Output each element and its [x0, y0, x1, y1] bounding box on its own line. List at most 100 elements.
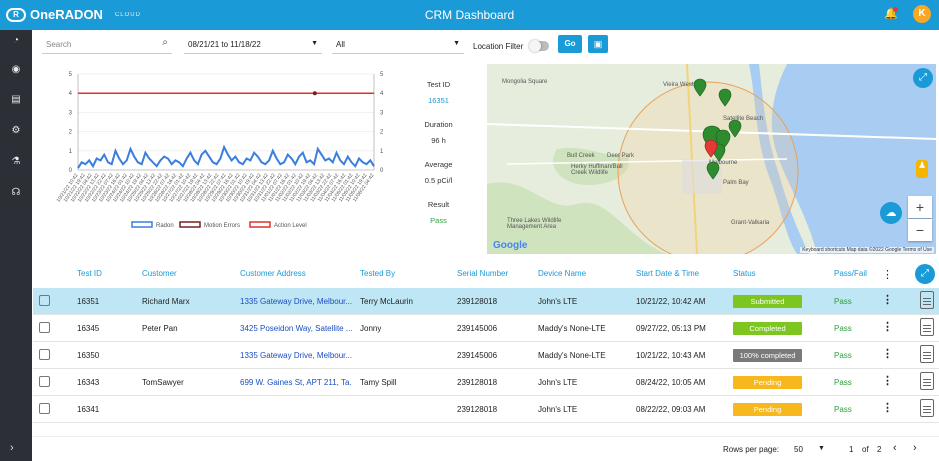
map-attribution[interactable]: Keyboard shortcuts Map data ©2022 Google…	[800, 247, 934, 253]
table-header: Test ID Customer Customer Address Tested…	[33, 262, 939, 286]
cell-device: John's LTE	[538, 378, 578, 387]
lab-flask-icon[interactable]: ⚗	[11, 156, 21, 167]
cell-address-link[interactable]: 699 W. Gaines St, APT 211, Ta...	[240, 378, 352, 387]
top-bar: R OneRADON CLOUD CRM Dashboard 🔔 K	[0, 0, 939, 30]
table-row[interactable]: 16351 Richard Marx 1335 Gateway Drive, M…	[33, 288, 939, 315]
dashboard-gauge-icon[interactable]: ◔	[12, 35, 20, 46]
col-customer[interactable]: Customer	[142, 269, 177, 278]
map-label: Vieira West	[663, 82, 694, 88]
location-filter-toggle[interactable]	[529, 40, 549, 52]
legend-label: Radon	[156, 223, 174, 229]
document-icon[interactable]	[920, 318, 934, 336]
row-menu-icon[interactable]: ⋮	[882, 402, 893, 414]
status-badge: Pending	[733, 403, 802, 416]
chevron-down-icon: ▼	[453, 40, 460, 47]
col-tested-by[interactable]: Tested By	[360, 269, 396, 278]
cell-start: 10/21/22, 10:42 AM	[636, 297, 706, 306]
average-label: Average	[424, 160, 453, 169]
radon-device-icon[interactable]: ◉	[11, 64, 21, 75]
col-serial-number[interactable]: Serial Number	[457, 269, 509, 278]
y-tick-right: 0	[380, 168, 384, 174]
prev-page-chevron-icon[interactable]: ‹	[893, 442, 897, 454]
map-pin-icon	[706, 161, 720, 180]
column-menu-icon[interactable]: ⋮	[882, 269, 893, 281]
reports-icon[interactable]: ▤	[11, 94, 21, 105]
y-tick-right: 4	[380, 91, 384, 97]
map-markers	[693, 78, 742, 180]
zoom-in-button[interactable]: +	[908, 196, 932, 218]
document-icon[interactable]	[920, 291, 934, 309]
cell-address-link[interactable]: 3425 Poseidon Way, Satellite ...	[240, 324, 352, 333]
row-menu-icon[interactable]: ⋮	[882, 321, 893, 333]
location-map[interactable]: Mongolia Square Vieira West Satellite Be…	[487, 64, 936, 254]
table-fullscreen-icon[interactable]: ⤢	[915, 264, 935, 284]
col-device-name[interactable]: Device Name	[538, 269, 587, 278]
row-checkbox[interactable]	[39, 349, 50, 360]
search-input[interactable]: Search ⌕	[42, 34, 172, 54]
pagination-bar: Rows per page: 50 ▼ 1 of 2 ‹ ›	[33, 436, 939, 461]
settings-gear-icon[interactable]: ⚙	[11, 125, 21, 136]
status-badge: Completed	[733, 322, 802, 335]
result-value: Pass	[430, 216, 447, 225]
table-row[interactable]: 16350 1335 Gateway Drive, Melbour... 239…	[33, 342, 939, 369]
search-icon[interactable]: ⌕	[162, 37, 168, 48]
expand-sidebar-chevron-icon[interactable]: ›	[10, 442, 14, 454]
row-checkbox[interactable]	[39, 403, 50, 414]
cell-serial: 239145006	[457, 351, 498, 360]
next-page-chevron-icon[interactable]: ›	[913, 442, 917, 454]
chevron-down-icon[interactable]: ▼	[818, 445, 825, 452]
status-select[interactable]: All ▼	[332, 34, 464, 54]
document-icon[interactable]	[920, 345, 934, 363]
brand-logo[interactable]: R OneRADON CLOUD	[6, 7, 141, 22]
map-label: Satellite Beach	[723, 116, 764, 122]
row-checkbox[interactable]	[39, 322, 50, 333]
avatar[interactable]: K	[913, 5, 931, 23]
table-row[interactable]: 16343 TomSawyer 699 W. Gaines St, APT 21…	[33, 369, 939, 396]
document-icon[interactable]	[920, 399, 934, 417]
save-icon[interactable]: ▣	[588, 35, 608, 53]
col-test-id[interactable]: Test ID	[77, 269, 102, 278]
cell-test-id: 16350	[77, 351, 100, 360]
document-icon[interactable]	[920, 372, 934, 390]
fullscreen-icon[interactable]: ⤢	[913, 68, 933, 88]
status-badge: 100% completed	[733, 349, 802, 362]
col-customer-address[interactable]: Customer Address	[240, 269, 306, 278]
zoom-out-button[interactable]: −	[908, 219, 932, 241]
go-button[interactable]: Go	[558, 35, 582, 53]
legend-label: Action Level	[274, 223, 307, 229]
y-tick-right: 3	[380, 110, 384, 116]
google-logo: Google	[493, 240, 528, 251]
cell-address-link[interactable]: 1335 Gateway Drive, Melbour...	[240, 351, 352, 360]
cell-pass-fail: Pass	[834, 324, 852, 333]
brand-name: OneRADON	[30, 7, 103, 22]
col-start-date[interactable]: Start Date & Time	[636, 269, 700, 278]
test-id-value[interactable]: 16351	[428, 96, 449, 105]
rows-per-page-select[interactable]: 50	[794, 445, 803, 454]
map-label: Deer Park	[607, 153, 635, 159]
col-status[interactable]: Status	[733, 269, 756, 278]
y-tick-right: 5	[380, 72, 384, 78]
cell-tested-by: Terry McLaurin	[360, 297, 413, 306]
legend-swatch	[131, 221, 153, 228]
cell-pass-fail: Pass	[834, 351, 852, 360]
row-menu-icon[interactable]: ⋮	[882, 294, 893, 306]
street-view-pegman-icon[interactable]: ♟	[916, 160, 928, 178]
legend-swatch	[179, 221, 201, 228]
row-menu-icon[interactable]: ⋮	[882, 375, 893, 387]
upload-cloud-icon[interactable]: ☁	[880, 202, 902, 224]
table-row[interactable]: 16345 Peter Pan 3425 Poseidon Way, Satel…	[33, 315, 939, 342]
col-pass-fail[interactable]: Pass/Fail	[834, 269, 867, 278]
date-range-select[interactable]: 08/21/21 to 11/18/22 ▼	[184, 34, 322, 54]
row-checkbox[interactable]	[39, 295, 50, 306]
legend-swatch	[249, 221, 271, 228]
test-id-label: Test ID	[426, 80, 451, 89]
row-checkbox[interactable]	[39, 376, 50, 387]
cell-test-id: 16345	[77, 324, 100, 333]
cell-address-link[interactable]: 1335 Gateway Drive, Melbour...	[240, 297, 352, 306]
row-menu-icon[interactable]: ⋮	[882, 348, 893, 360]
y-tick-left: 2	[69, 130, 73, 136]
map-label: Bull Creek	[567, 153, 595, 159]
support-headset-icon[interactable]: ☊	[11, 187, 21, 198]
table-row[interactable]: 16341 239128018 John's LTE 08/22/22, 09:…	[33, 396, 939, 423]
notification-bell-icon[interactable]: 🔔	[884, 7, 898, 20]
